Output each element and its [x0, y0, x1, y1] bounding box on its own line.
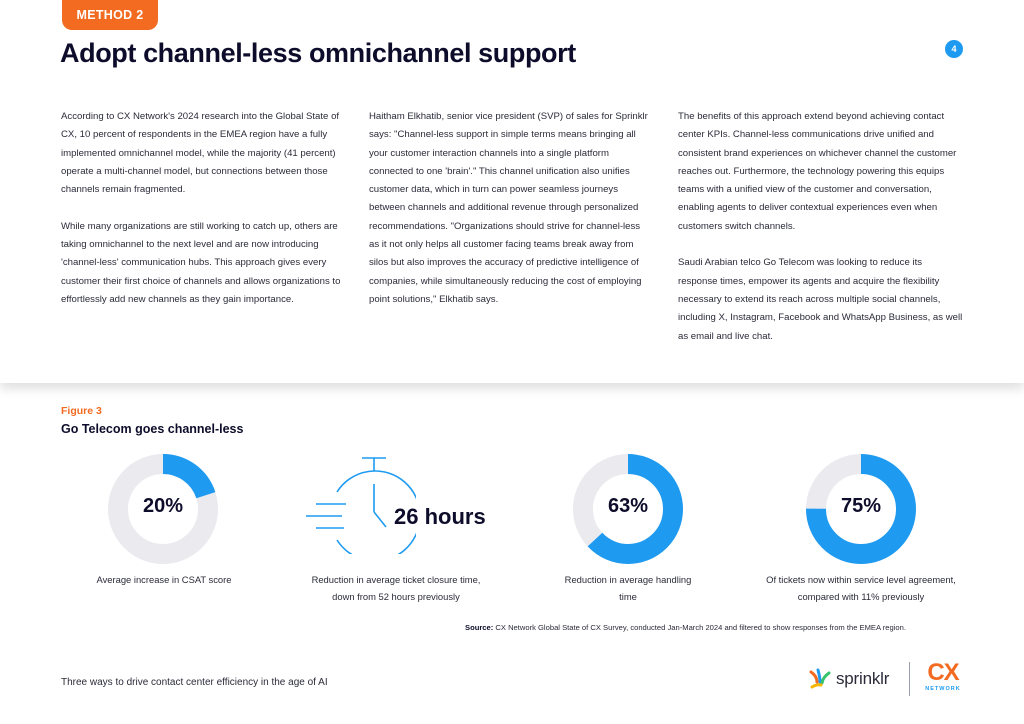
stat-value: 63% [607, 495, 649, 517]
paragraph: The benefits of this approach extend bey… [678, 111, 957, 232]
stat-value: 26 hours [394, 504, 486, 529]
method-tag: METHOD 2 [62, 0, 158, 30]
text-column-3: The benefits of this approach extend bey… [678, 108, 963, 364]
stat-value: 75% [840, 495, 882, 517]
donut-chart-aht [573, 454, 683, 564]
page-title: Adopt channel-less omnichannel support [60, 38, 576, 68]
source-text: CX Network Global State of CX Survey, co… [495, 623, 906, 632]
stat-sla: 75% [801, 449, 921, 569]
stopwatch-icon [306, 457, 416, 554]
sprinklr-mark-icon [809, 668, 831, 689]
stat-caption: Of tickets now within service level agre… [766, 574, 956, 602]
page-number: 4 [945, 40, 963, 58]
sprinklr-logo: sprinklr [808, 668, 889, 690]
donut-arc [806, 454, 916, 564]
stat-closure-time: 26 hours [296, 454, 506, 574]
paragraph: While many organizations are still worki… [61, 220, 341, 305]
donut-chart-csat [108, 454, 218, 564]
stat-caption: Average increase in CSAT score [96, 574, 232, 585]
source-label: Source: [465, 623, 494, 632]
stat-aht: 63% [568, 449, 688, 569]
paragraph: According to CX Network's 2024 research … [61, 111, 340, 196]
footer-text: Three ways to drive contact center effic… [61, 677, 328, 688]
text-column-2: Haitham Elkhatib, senior vice president … [369, 108, 651, 328]
cx-wordmark: CX [927, 659, 959, 686]
figure-source: Source: CX Network Global State of CX Su… [465, 623, 906, 632]
logo-divider [909, 662, 910, 696]
stat-value: 20% [142, 495, 184, 517]
donut-chart-sla [806, 454, 916, 564]
donut-arc [573, 454, 683, 564]
text-column-1: According to CX Network's 2024 research … [61, 108, 343, 328]
paragraph: Haitham Elkhatib, senior vice president … [369, 111, 648, 305]
figure-title: Go Telecom goes channel-less [61, 422, 244, 436]
stat-caption: Reduction in average handling time [564, 574, 692, 602]
text-panel: METHOD 2 Adopt channel-less omnichannel … [60, 0, 963, 364]
stat-caption: Reduction in average ticket closure time… [311, 574, 481, 602]
network-wordmark: NETWORK [925, 686, 961, 692]
cx-network-logo: CX NETWORK [920, 659, 966, 693]
stat-csat: 20% [103, 449, 223, 569]
sprinklr-wordmark: sprinklr [836, 669, 890, 688]
figure-label: Figure 3 [61, 405, 102, 417]
donut-arc [108, 454, 218, 564]
paragraph: Saudi Arabian telco Go Telecom was looki… [678, 257, 963, 342]
